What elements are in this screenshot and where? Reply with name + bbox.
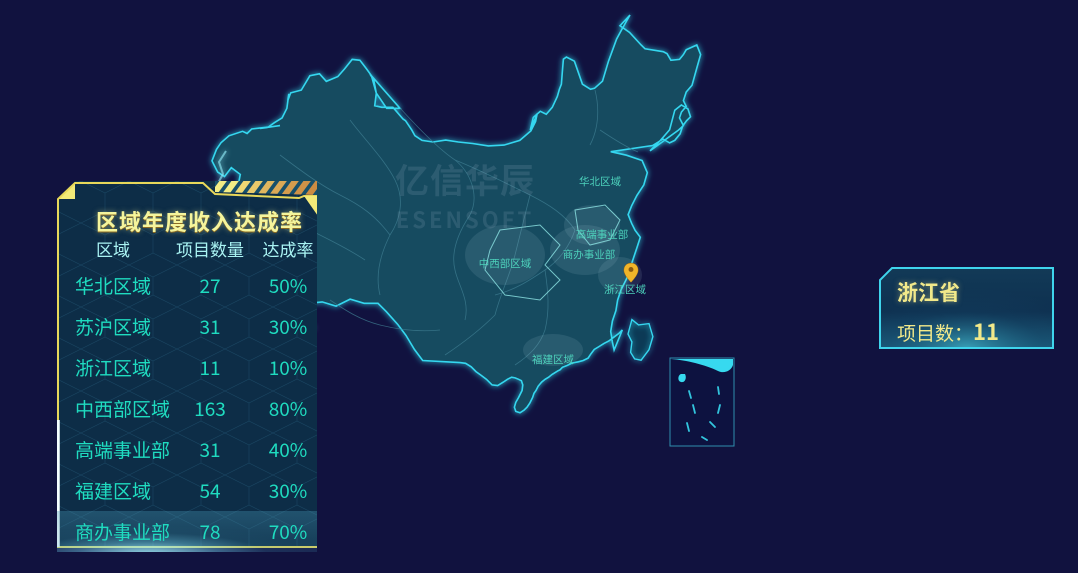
svg-text:高端事业部: 高端事业部 [576, 227, 629, 242]
svg-text:华北区域: 华北区域 [579, 174, 621, 189]
svg-text:中西部区域: 中西部区域 [479, 256, 532, 271]
svg-text:ESENSOFT: ESENSOFT [396, 203, 535, 235]
svg-text:福建区域: 福建区域 [532, 352, 574, 367]
svg-text:商办事业部: 商办事业部 [563, 247, 616, 262]
svg-text:浙江区域: 浙江区域 [604, 282, 646, 297]
svg-text:亿信华辰: 亿信华辰 [395, 154, 535, 203]
